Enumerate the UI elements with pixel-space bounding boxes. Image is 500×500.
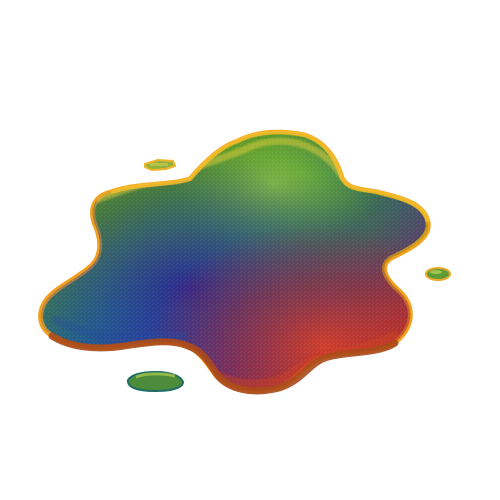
- main-puddle: [38, 129, 431, 395]
- small-puddle-bottom-left: [127, 370, 185, 393]
- small-puddle-right: [425, 267, 451, 281]
- small-puddle-top-left: [144, 158, 177, 172]
